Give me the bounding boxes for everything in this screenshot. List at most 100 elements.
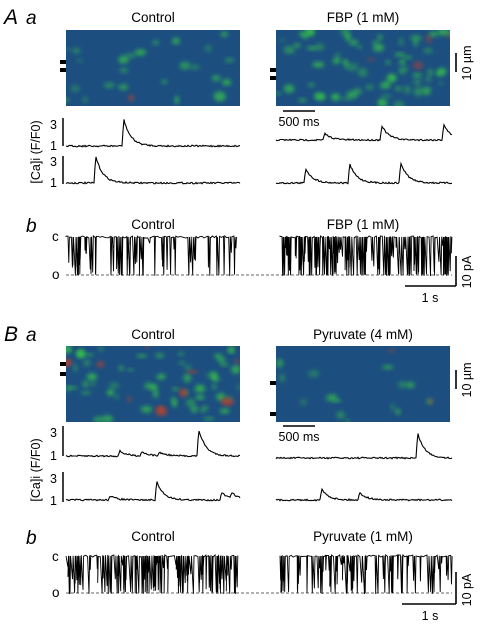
- panel-A-b-treatment-label: FBP (1 mM): [327, 217, 400, 232]
- calcium-spark: [209, 370, 215, 375]
- channel-trace-control-B: [65, 553, 239, 595]
- calcium-spark: [279, 373, 285, 383]
- line-marker-control-B-1: [60, 362, 66, 366]
- calcium-spark: [234, 359, 239, 364]
- calcium-spark: [90, 380, 96, 387]
- fluorescence-trace-pyruvate-B2: [275, 487, 453, 502]
- calcium-spark: [183, 373, 192, 383]
- calcium-spark: [199, 407, 205, 413]
- calcium-spark: [119, 68, 129, 73]
- calcium-spark: [140, 405, 153, 413]
- time-scale-label-A: 500 ms: [279, 115, 320, 129]
- calcium-spark: [412, 73, 423, 77]
- calcium-spark: [190, 65, 200, 70]
- calcium-spark: [224, 57, 235, 63]
- calcium-spark: [125, 53, 137, 58]
- calcium-spark: [276, 358, 284, 368]
- calcium-spark: [178, 351, 184, 356]
- calcium-spark: [219, 408, 230, 414]
- calcium-spark: [80, 391, 91, 395]
- calcium-spark: [103, 82, 115, 89]
- calcium-spark: [66, 385, 71, 392]
- calcium-spark: [306, 46, 318, 50]
- calcium-spark: [220, 31, 228, 37]
- calcium-spark: [219, 363, 229, 367]
- calcium-spark: [379, 82, 391, 90]
- calcium-spark: [236, 384, 240, 390]
- calcium-spark: [118, 365, 124, 371]
- calcium-spark: [377, 99, 388, 106]
- calcium-spark: [86, 373, 98, 381]
- calcium-spark: [118, 84, 129, 91]
- calcium-spark: [428, 398, 433, 405]
- fluorescence-trace-fbp-A2: [275, 161, 453, 185]
- line-marker-pyruvate-B-2: [270, 412, 276, 416]
- calcium-spark: [300, 399, 307, 406]
- calcium-spark: [410, 35, 422, 41]
- calcium-spark: [184, 365, 192, 370]
- calcium-spark: [314, 93, 326, 101]
- calcium-spark: [308, 370, 320, 378]
- calcium-spark: [126, 368, 134, 372]
- calcium-spark: [66, 47, 71, 51]
- calcium-spark: [153, 389, 159, 399]
- calcium-spark: [372, 40, 379, 45]
- fluorescence-trace-control-B1: [65, 430, 241, 458]
- calcium-spark: [96, 361, 105, 368]
- calcium-spark: [73, 363, 78, 372]
- calcium-spark: [134, 49, 147, 56]
- calcium-spark: [144, 346, 150, 348]
- calcium-spark: [179, 61, 191, 70]
- calcium-spark: [413, 77, 422, 87]
- channel-time-scale-label-A: 1 s: [422, 291, 439, 305]
- panel-B-a-treatment-label: Pyruvate (4 mM): [313, 327, 413, 342]
- calcium-spark: [393, 101, 405, 106]
- linescan-image-pyruvate-B: [276, 346, 450, 422]
- calcium-spark: [195, 395, 205, 400]
- calcium-spark: [155, 407, 167, 416]
- calcium-spark: [185, 398, 196, 408]
- calcium-spark: [403, 85, 412, 94]
- calcium-spark: [299, 31, 307, 37]
- calcium-spark: [114, 393, 119, 400]
- linescan-image-fbp-A: [276, 30, 450, 106]
- calcium-spark: [334, 52, 341, 60]
- calcium-spark: [330, 93, 341, 101]
- calcium-spark: [425, 34, 432, 44]
- calcium-spark: [203, 417, 215, 421]
- calcium-spark: [423, 47, 433, 54]
- calcium-spark: [217, 357, 226, 363]
- calcium-spark: [179, 388, 187, 397]
- calcium-spark: [172, 37, 180, 45]
- calcium-spark: [413, 87, 424, 97]
- line-marker-fbp-A-1: [270, 68, 276, 72]
- calcium-spark: [230, 365, 240, 374]
- calcium-spark: [423, 88, 430, 96]
- calcium-spark: [171, 387, 180, 391]
- calcium-spark: [229, 346, 235, 353]
- calcium-spark: [308, 82, 315, 88]
- calcium-spark: [377, 34, 383, 41]
- calcium-spark: [344, 419, 351, 422]
- calcium-spark: [86, 353, 94, 357]
- calcium-spark: [187, 370, 198, 374]
- channel-trace-control-A: [65, 234, 237, 277]
- calcium-spark: [437, 30, 448, 36]
- panel-B-a-control-label: Control: [131, 327, 175, 342]
- calcium-spark: [101, 415, 114, 422]
- calcium-spark: [426, 69, 434, 76]
- calcium-spark: [214, 377, 221, 382]
- panel-B-a-letter: a: [26, 325, 37, 346]
- y-tick-A1-bottom: 1: [50, 139, 57, 153]
- fluorescence-trace-control-B2: [65, 481, 241, 502]
- y-tick-A2-bottom: 1: [50, 176, 57, 190]
- calcium-spark: [118, 55, 129, 64]
- panel-B-b-letter: b: [26, 528, 37, 549]
- calcium-spark: [283, 45, 296, 55]
- calcium-spark: [372, 43, 385, 52]
- calcium-spark: [156, 374, 166, 380]
- current-scale-label-B: 10 pA: [460, 573, 474, 606]
- calcium-spark: [399, 59, 406, 65]
- calcium-spark: [98, 346, 104, 352]
